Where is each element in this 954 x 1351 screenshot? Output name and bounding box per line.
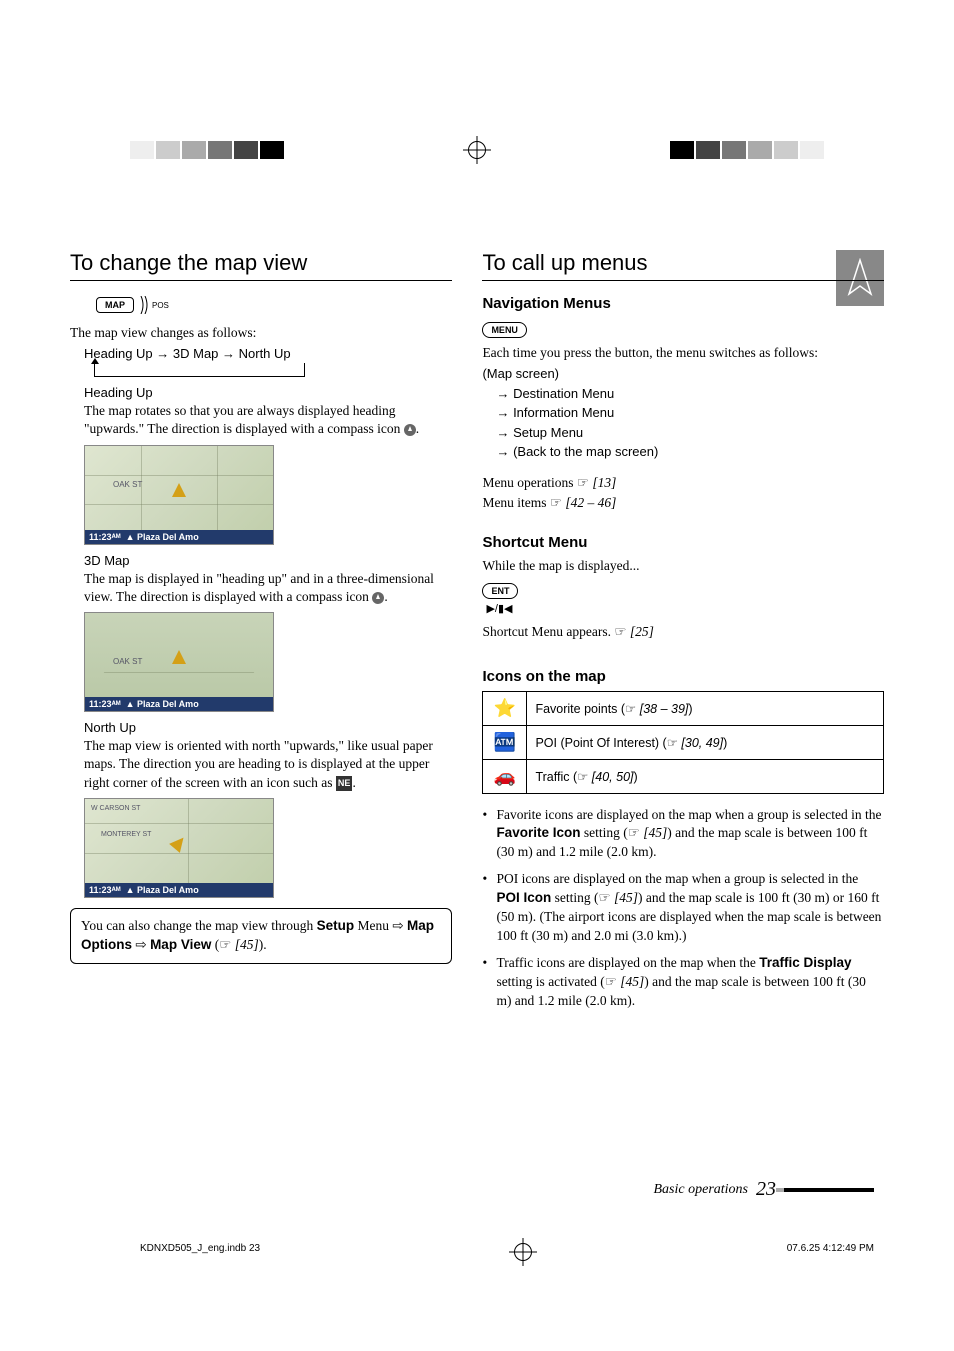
- compass-icon: [372, 592, 384, 604]
- poi-icon: 🏧: [483, 725, 527, 759]
- print-filename: KDNXD505_J_eng.indb 23: [140, 1243, 260, 1261]
- icon-notes-list: Favorite icons are displayed on the map …: [482, 806, 884, 1011]
- traffic-icon: 🚗: [483, 759, 527, 793]
- nav-menus-intro: Each time you press the button, the menu…: [482, 344, 884, 362]
- setup-tip-box: You can also change the map view through…: [70, 908, 452, 964]
- nav-menus-title: Navigation Menus: [482, 295, 884, 312]
- 3d-map-title: 3D Map: [84, 553, 452, 568]
- ne-icon: NE: [336, 776, 353, 790]
- shortcut-intro: While the map is displayed...: [482, 557, 884, 575]
- poi-label: POI (Point Of Interest) (☞ [30, 49]): [527, 725, 884, 759]
- heading-change-map-view: To change the map view: [70, 250, 452, 281]
- heading-up-title: Heading Up: [84, 385, 452, 400]
- menu-button: MENU: [482, 322, 527, 338]
- list-item: Favorite icons are displayed on the map …: [482, 806, 884, 863]
- loop-arrow-icon: [94, 363, 304, 377]
- map-pos-button: MAP POS: [96, 296, 169, 314]
- print-footer: KDNXD505_J_eng.indb 23 07.6.25 4:12:49 P…: [140, 1243, 874, 1261]
- table-row: 🏧 POI (Point Of Interest) (☞ [30, 49]): [483, 725, 884, 759]
- ent-button: ENT: [482, 583, 518, 599]
- button-divider-icon: [138, 296, 148, 314]
- ent-sub-icon: ▶/▮◀: [486, 603, 512, 615]
- print-timestamp: 07.6.25 4:12:49 PM: [787, 1243, 874, 1261]
- menu-operations-ref: Menu operations ☞ [13]: [482, 474, 884, 492]
- menu-items-ref: Menu items ☞ [42 – 46]: [482, 494, 884, 512]
- left-column: To change the map view MAP POS The map v…: [70, 250, 452, 1019]
- section-label: Basic operations: [654, 1182, 749, 1198]
- footer-rule-icon: [784, 1188, 874, 1192]
- favorite-icon: ⭐: [483, 691, 527, 725]
- menu-item-setup: → Setup Menu: [496, 423, 884, 443]
- cursor-icon: [169, 833, 189, 853]
- traffic-label: Traffic (☞ [40, 50]): [527, 759, 884, 793]
- shortcut-menu-title: Shortcut Menu: [482, 534, 884, 551]
- table-row: 🚗 Traffic (☞ [40, 50]): [483, 759, 884, 793]
- menu-item-destination: → Destination Menu: [496, 384, 884, 404]
- map-view-flow: Heading Up → 3D Map → North Up: [84, 346, 452, 361]
- north-up-text: The map view is oriented with north "upw…: [84, 737, 452, 792]
- list-item: Traffic icons are displayed on the map w…: [482, 954, 884, 1011]
- page-number: 23: [756, 1178, 776, 1201]
- list-item: POI icons are displayed on the map when …: [482, 870, 884, 946]
- menu-item-back: → (Back to the map screen): [496, 442, 884, 462]
- pos-button-label: POS: [152, 301, 169, 310]
- heading-up-text: The map rotates so that you are always d…: [84, 402, 452, 438]
- shortcut-text: Shortcut Menu appears. ☞ [25]: [482, 623, 884, 641]
- heading-call-up-menus: To call up menus: [482, 250, 884, 281]
- map-status-bar: 11:23ᴬᴹ ▲ Plaza Del Amo: [85, 883, 273, 897]
- table-row: ⭐ Favorite points (☞ [38 – 39]): [483, 691, 884, 725]
- right-column: To call up menus Navigation Menus MENU E…: [482, 250, 884, 1019]
- 3d-map-text: The map is displayed in "heading up" and…: [84, 570, 452, 606]
- map-status-bar: 11:23ᴬᴹ ▲ Plaza Del Amo: [85, 697, 273, 711]
- map-status-bar: 11:23ᴬᴹ ▲ Plaza Del Amo: [85, 530, 273, 544]
- compass-icon: [404, 424, 416, 436]
- favorite-label: Favorite points (☞ [38 – 39]): [527, 691, 884, 725]
- map-view-intro: The map view changes as follows:: [70, 324, 452, 342]
- map-thumbnail-3d: OAK ST 11:23ᴬᴹ ▲ Plaza Del Amo: [84, 612, 274, 712]
- map-screen-label: (Map screen): [482, 364, 884, 384]
- map-button-label: MAP: [96, 297, 134, 313]
- ent-button-block: ENT ▶/▮◀: [482, 581, 884, 617]
- north-up-title: North Up: [84, 720, 452, 735]
- page-footer: Basic operations 23: [654, 1178, 875, 1201]
- icons-table: ⭐ Favorite points (☞ [38 – 39]) 🏧 POI (P…: [482, 691, 884, 794]
- menu-item-information: → Information Menu: [496, 403, 884, 423]
- map-thumbnail-north-up: W CARSON ST MONTEREY ST 11:23ᴬᴹ ▲ Plaza …: [84, 798, 274, 898]
- cursor-icon: [172, 483, 186, 497]
- cursor-icon: [172, 650, 186, 664]
- registration-mark-icon: [514, 1243, 532, 1261]
- icons-on-map-title: Icons on the map: [482, 668, 884, 685]
- map-thumbnail-heading-up: OAK ST 11:23ᴬᴹ ▲ Plaza Del Amo: [84, 445, 274, 545]
